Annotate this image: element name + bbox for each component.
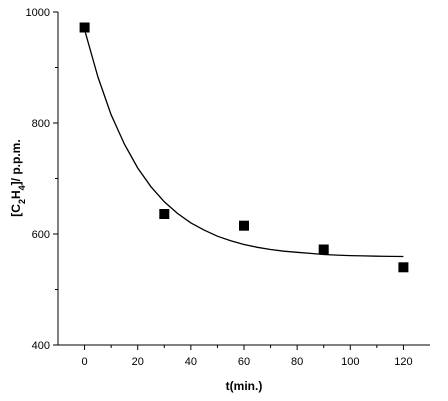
data-point-marker <box>79 22 90 33</box>
x-tick-label: 40 <box>185 356 197 368</box>
x-ticks: 0 20 40 60 80 100 120 <box>82 345 413 368</box>
y-axis-title-sub1: 2 <box>17 199 27 204</box>
fit-curve-layer <box>83 29 404 258</box>
x-tick-label: 20 <box>132 356 144 368</box>
x-axis-title: t(min.) <box>226 379 263 393</box>
data-point-marker <box>318 244 329 255</box>
y-axis-title-mid: H <box>9 190 23 199</box>
y-tick-label: 400 <box>32 340 50 352</box>
x-tick-label: 80 <box>291 356 303 368</box>
fit-curve-line <box>83 29 404 258</box>
y-ticks: 400 600 800 1000 <box>26 7 58 352</box>
y-axis-title-suffix: ]/ p.p.m. <box>9 139 23 185</box>
y-axis-title-prefix: [C <box>9 204 23 217</box>
data-point-marker <box>398 262 409 273</box>
y-axis-title-sub2: 4 <box>17 185 27 190</box>
plot-frame <box>57 12 430 346</box>
x-tick-label: 60 <box>238 356 250 368</box>
y-tick-label: 1000 <box>26 7 50 19</box>
y-tick-label: 800 <box>32 118 50 130</box>
data-point-marker <box>239 220 249 231</box>
x-tick-label: 100 <box>341 356 359 368</box>
y-tick-label: 600 <box>32 229 50 241</box>
data-point-marker <box>159 209 170 219</box>
data-points-layer <box>79 22 409 273</box>
x-tick-label: 0 <box>82 356 88 368</box>
x-tick-label: 120 <box>394 356 412 368</box>
y-axis-title: [C2H4]/ p.p.m. <box>9 139 27 216</box>
